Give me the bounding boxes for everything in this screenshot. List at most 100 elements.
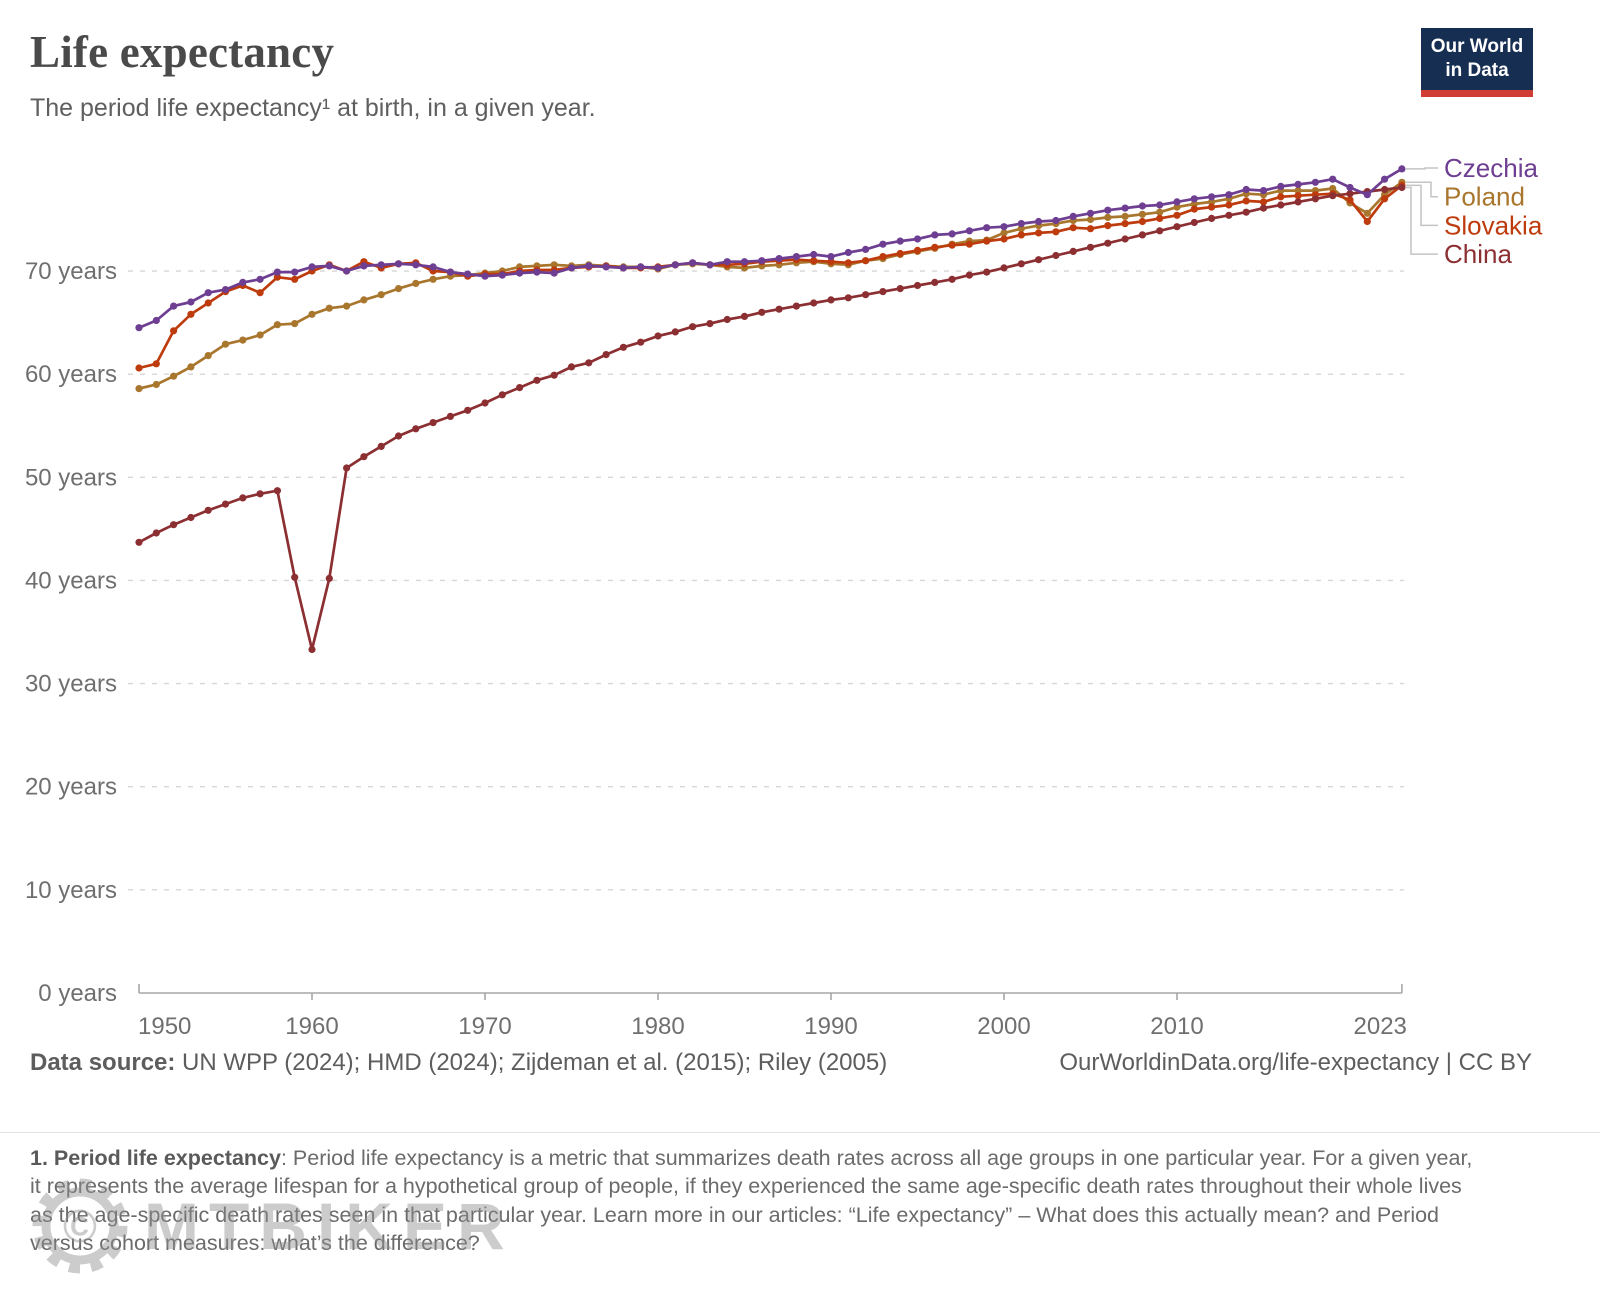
data-point <box>291 268 299 276</box>
data-point <box>377 442 385 450</box>
data-point <box>775 255 783 263</box>
footnote: 1. Period life expectancy: Period life e… <box>30 1144 1478 1258</box>
data-point <box>273 268 281 276</box>
data-point <box>1398 183 1406 192</box>
owid-logo-line1: Our World <box>1430 36 1524 58</box>
data-point <box>844 259 852 267</box>
data-point <box>1329 175 1337 183</box>
gridlines <box>128 270 1404 891</box>
data-point <box>533 376 541 384</box>
data-point <box>446 412 454 420</box>
data-point <box>170 521 178 529</box>
data-point <box>1156 227 1164 235</box>
data-point <box>931 231 939 239</box>
data-point <box>585 359 593 367</box>
series-line-czechia <box>138 167 1403 329</box>
data-point <box>464 406 472 414</box>
data-point <box>931 243 939 251</box>
data-point <box>464 270 472 278</box>
data-point <box>308 310 316 318</box>
data-point <box>706 320 714 328</box>
data-point <box>412 425 420 433</box>
chart-subtitle: The period life expectancy¹ at birth, in… <box>30 94 596 122</box>
legend-connector <box>1406 184 1438 227</box>
data-point <box>1190 200 1198 208</box>
data-point <box>879 253 887 261</box>
data-point <box>1381 195 1389 203</box>
x-tick-label: 1950 <box>138 1013 191 1040</box>
data-point <box>1311 178 1319 186</box>
data-point <box>135 385 143 393</box>
data-point <box>1017 220 1025 228</box>
data-point <box>360 262 368 270</box>
data-point <box>810 257 818 265</box>
legend-label-czechia: Czechia <box>1444 153 1538 183</box>
data-point <box>948 241 956 249</box>
data-point <box>239 336 247 344</box>
data-point <box>187 310 195 318</box>
data-point <box>1104 213 1112 221</box>
data-point <box>948 275 956 283</box>
data-point <box>308 263 316 271</box>
data-point <box>377 261 385 269</box>
x-tick-label: 1970 <box>458 1013 511 1040</box>
data-point <box>1104 206 1112 214</box>
data-point <box>740 258 749 266</box>
data-point <box>394 285 403 293</box>
data-point <box>360 453 368 461</box>
data-point <box>983 268 991 276</box>
data-point <box>1121 235 1129 243</box>
x-tick-label: 1990 <box>804 1013 857 1040</box>
data-point <box>1242 185 1250 194</box>
x-axis: 1950 1960 1970 1980 1990 2000 2010 2023 <box>138 984 1407 1040</box>
legend-label-china: China <box>1444 239 1512 269</box>
data-point <box>1259 198 1268 206</box>
footnote-divider <box>0 1132 1600 1133</box>
data-point <box>221 286 230 294</box>
data-point <box>758 308 766 316</box>
data-point <box>256 289 264 297</box>
data-point <box>550 261 558 269</box>
data-point <box>913 235 922 243</box>
data-point <box>1052 216 1060 225</box>
datasource-value: UN WPP (2024); HMD (2024); Zijdeman et a… <box>175 1049 888 1076</box>
data-point <box>221 340 230 348</box>
data-point <box>256 275 264 283</box>
y-tick-label: 70 years <box>25 258 117 285</box>
data-point <box>602 351 610 359</box>
data-point <box>1000 264 1008 272</box>
series-lines <box>135 165 1406 654</box>
data-point <box>291 275 299 283</box>
data-point <box>1035 256 1043 264</box>
data-point <box>1294 198 1302 206</box>
data-point <box>135 538 143 546</box>
data-point <box>1017 225 1025 233</box>
data-point <box>1156 208 1164 216</box>
data-point <box>152 316 160 325</box>
data-point <box>1121 212 1129 220</box>
data-point <box>1329 192 1337 200</box>
data-point <box>273 273 281 281</box>
data-point <box>187 363 195 371</box>
data-point <box>1363 217 1371 226</box>
data-point <box>516 269 524 277</box>
data-point <box>204 506 212 514</box>
data-point <box>221 500 230 508</box>
data-point <box>204 289 212 297</box>
data-point <box>602 263 610 271</box>
data-point <box>896 237 904 245</box>
data-point <box>1173 211 1181 219</box>
data-point <box>740 312 749 320</box>
y-tick-label: 10 years <box>25 877 117 904</box>
data-point <box>810 299 818 307</box>
data-point <box>1052 251 1060 260</box>
data-point <box>1086 243 1095 251</box>
data-point <box>1104 239 1112 247</box>
data-point <box>810 250 818 259</box>
data-point <box>325 262 333 270</box>
data-point <box>273 487 281 495</box>
data-point <box>1346 183 1354 192</box>
x-tick-label: 1960 <box>285 1013 338 1040</box>
data-point <box>844 294 852 302</box>
owid-logo-line2: in Data <box>1445 60 1509 81</box>
